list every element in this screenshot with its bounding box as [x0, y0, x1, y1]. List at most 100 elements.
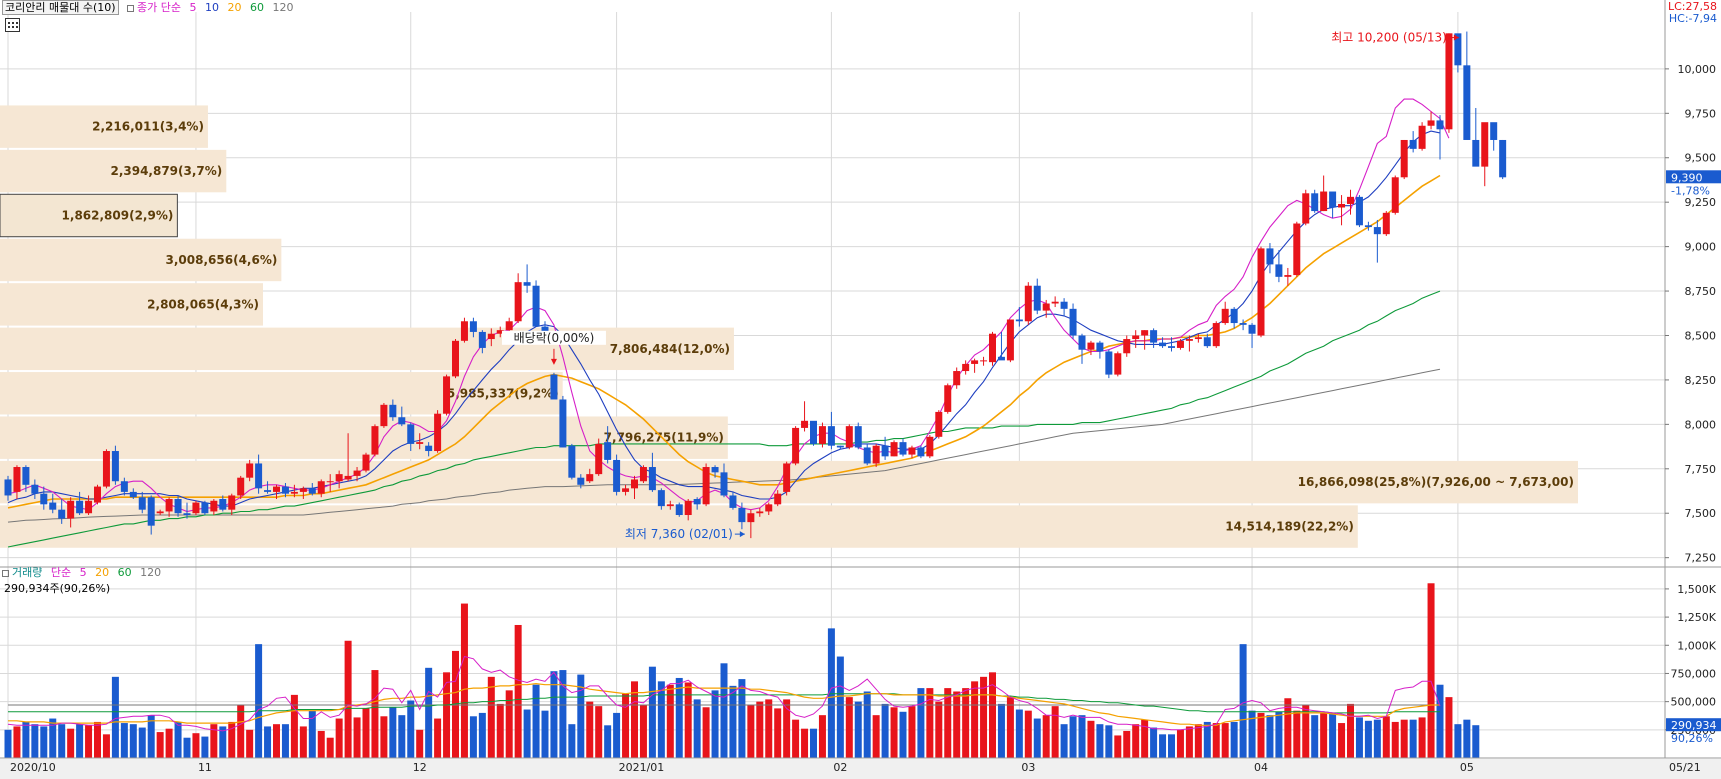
volume-bar — [1168, 734, 1175, 758]
volume-bar — [1024, 710, 1032, 758]
candle-body — [550, 374, 558, 400]
current-volume-value: 290,934 — [1671, 719, 1717, 732]
candle-body — [1490, 122, 1498, 140]
candle-body — [971, 360, 979, 364]
price-axis-label: 9,500 — [1685, 152, 1717, 165]
candle-body — [264, 490, 272, 492]
volume-bar — [1051, 706, 1059, 758]
volume-bar — [443, 672, 451, 758]
candle-body — [85, 500, 93, 514]
volume-bar — [935, 701, 943, 758]
volume-bar — [237, 705, 245, 758]
candle-body — [147, 497, 155, 526]
candle-body — [102, 451, 110, 487]
volume-bar — [783, 699, 791, 758]
candle-body — [657, 490, 665, 507]
volume-bar — [460, 603, 468, 758]
candle-body — [1248, 324, 1256, 334]
candle-body — [353, 470, 361, 476]
candle-body — [1132, 335, 1140, 340]
candle-body — [76, 500, 84, 514]
volume-bar — [1033, 718, 1041, 758]
candle-body — [1436, 120, 1444, 130]
candle-body — [210, 500, 218, 512]
volume-bar — [219, 726, 227, 758]
volume-bar — [756, 701, 764, 758]
candle-body — [1266, 248, 1274, 265]
candle-body — [1078, 335, 1086, 350]
volume-profile-label: 2,394,879(3,7%) — [110, 164, 222, 178]
candle-body — [514, 282, 522, 322]
price-axis-label: 8,250 — [1685, 374, 1717, 387]
volume-bar — [675, 677, 683, 758]
volume-bar — [425, 667, 433, 758]
candle-body — [613, 459, 621, 492]
volume-bar — [801, 728, 809, 758]
candle-body — [165, 499, 173, 512]
volume-profile-label: 1,862,809(2,9%) — [62, 209, 174, 223]
candle-body — [854, 426, 862, 448]
low-annotation: 최저 7,360 (02/01) — [625, 527, 733, 541]
calculator-icon[interactable] — [5, 18, 20, 32]
price-axis-label: 9,250 — [1685, 196, 1717, 209]
candle-body — [317, 481, 325, 494]
price-axis-label: 8,500 — [1685, 329, 1717, 342]
volume-legend: 거래량 단순 5 20 60 120 — [2, 566, 166, 580]
volume-bar — [1391, 721, 1399, 758]
candle-body — [702, 467, 710, 505]
volume-bar — [138, 727, 146, 758]
volume-bar — [344, 640, 352, 758]
candle-body — [299, 488, 307, 492]
price-axis-label: 8,750 — [1685, 285, 1717, 298]
candle-body — [1338, 203, 1346, 208]
volume-bar — [1418, 717, 1426, 758]
volume-bar — [290, 694, 298, 758]
candle-body — [1069, 308, 1077, 336]
volume-profile-bar — [0, 372, 563, 415]
volume-bar — [317, 730, 325, 758]
volume-bar — [1221, 723, 1229, 758]
volume-bar — [944, 688, 952, 758]
volume-bar — [1114, 735, 1122, 758]
volume-bar — [1141, 719, 1149, 758]
volume-bar — [854, 701, 862, 758]
candle-body — [192, 502, 200, 514]
volume-bar — [595, 706, 603, 758]
current-volume-tag — [1666, 718, 1721, 732]
volume-bar — [183, 737, 191, 758]
candle-body — [228, 495, 236, 510]
price-title[interactable]: 코리안리 매물대 수(10) — [2, 0, 119, 15]
volume-bar — [666, 684, 674, 758]
volume-bar — [156, 732, 164, 758]
candle-body — [532, 285, 540, 327]
volume-axis-label: 1,250K — [1677, 611, 1716, 624]
candle-body — [344, 475, 352, 480]
volume-bar — [1078, 715, 1086, 758]
candle-body — [1364, 225, 1372, 228]
volume-bar — [49, 718, 57, 758]
vma60-label: 60 — [117, 566, 132, 579]
volume-bar — [523, 709, 531, 758]
current-volume-pct: 90,26% — [1671, 732, 1713, 745]
volume-profile-bar — [0, 105, 208, 148]
volume-bar — [102, 734, 110, 758]
volume-bar — [604, 725, 612, 758]
candle-body — [568, 445, 576, 478]
time-axis-label: 12 — [413, 761, 427, 774]
candle-body — [899, 442, 907, 455]
candle-body — [111, 451, 119, 482]
candle-body — [765, 504, 773, 512]
candle-body — [1284, 275, 1292, 277]
volume-profile-bar — [0, 327, 734, 371]
candle-body — [416, 442, 424, 444]
volume-bar — [684, 682, 692, 758]
volume-bar — [111, 676, 119, 758]
candle-body — [675, 504, 683, 516]
volume-bar — [774, 708, 782, 758]
vma20-label: 20 — [95, 566, 110, 579]
volume-bar — [818, 715, 826, 758]
volume-bar — [953, 691, 961, 758]
candle-body — [1141, 330, 1149, 336]
volume-bar — [622, 693, 630, 758]
